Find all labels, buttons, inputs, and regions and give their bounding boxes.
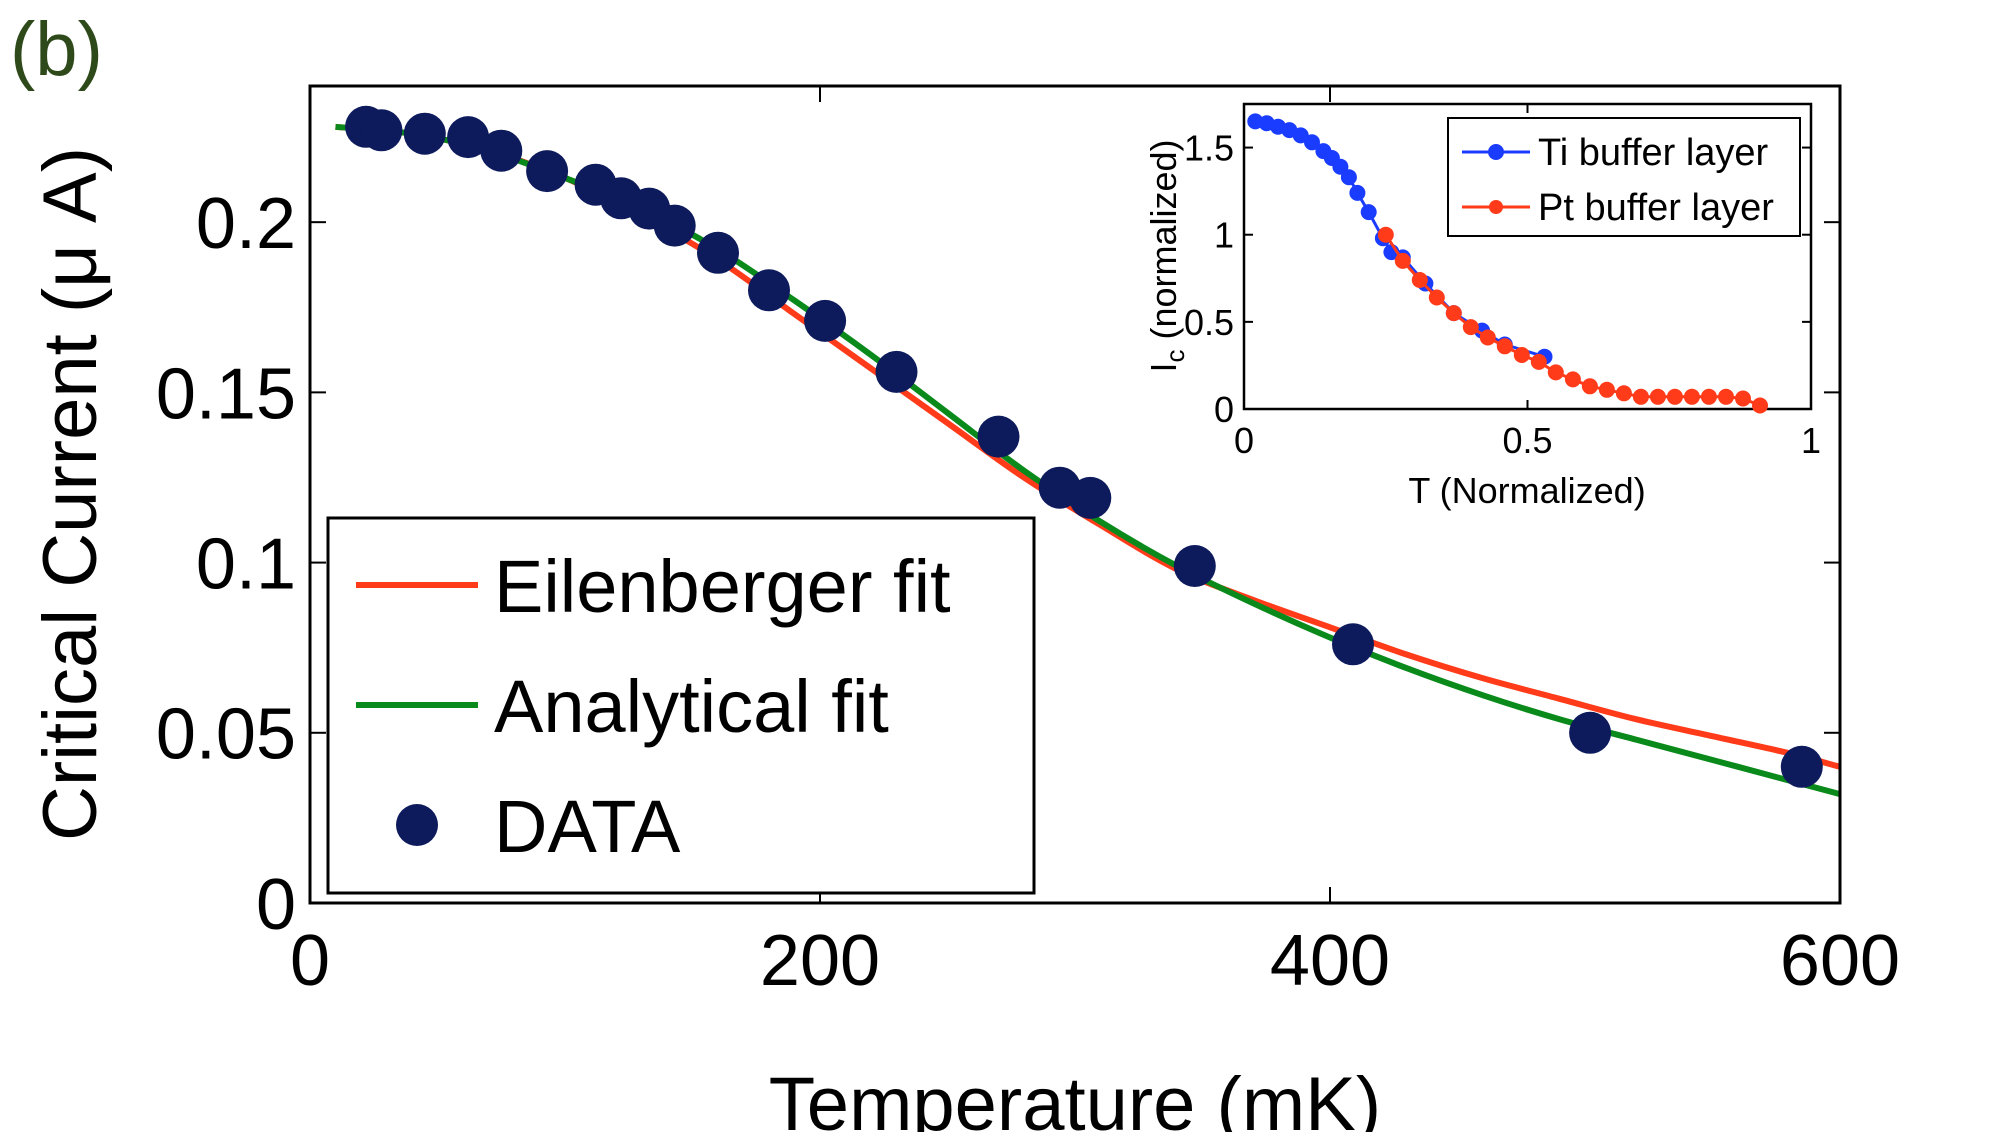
inset-series-0-point [1304,134,1320,151]
inset-series-0-point [1360,204,1377,221]
inset-y-tick-label: 1 [1214,215,1234,256]
main-series-2-point [403,112,446,155]
inset-series-0-point [1349,184,1366,201]
inset-series-layer [1247,113,1768,414]
inset-series-1-point [1411,272,1428,288]
inset-chart: 0 0.5 1 0 0.5 1 1.5 T (Normalized) Ic (normali… [1143,102,1821,511]
legend-marker-data [396,804,438,846]
main-series-layer [335,105,1841,797]
inset-x-tick-label: 1 [1801,420,1821,461]
main-series-2-point [1780,745,1823,788]
legend-label-eilenberger: Eilenberger fit [494,545,951,628]
inset-series-1-point [1462,319,1479,336]
inset-y-tick-label: 0.5 [1184,302,1234,343]
inset-legend-box [1447,117,1801,237]
inset-series-1-point [1718,388,1734,405]
inset-series-1-point [1700,388,1717,405]
inset-series-1-point [1735,390,1751,407]
main-series-2-point [875,350,918,393]
inset-series-0-point [1340,169,1357,186]
main-series-2-point [1069,476,1112,519]
inset-series-1-point [1377,226,1394,243]
inset-series-1-point [1445,305,1462,322]
inset-series-1-point [1683,388,1700,405]
main-x-tick-label: 0 [290,921,330,1001]
main-series-2-point [480,129,523,172]
main-series-2-point [526,150,569,193]
inset-y-axis-label-main: I [1143,363,1184,373]
main-y-tick-label: 0.2 [196,184,296,264]
inset-y-tick-label: 1.5 [1184,128,1234,169]
main-x-tick-label: 600 [1780,921,1900,1001]
main-y-tick-label: 0 [256,865,296,945]
main-x-axis-label: Temperature (mK) [769,1062,1381,1132]
inset-series-1-point [1581,378,1598,395]
inset-series-1-point [1530,353,1547,370]
inset-y-axis-label-rest: (normalized) [1143,139,1184,349]
main-series-2-point [360,109,403,152]
main-series-2-point [653,204,696,247]
inset-series-1-point [1547,364,1564,381]
inset-legend: Ti buffer layer Pt buffer layer [1447,117,1801,237]
inset-tick-layer: 0 0.5 1 0 0.5 1 1.5 [1184,104,1821,461]
legend-label-data: DATA [494,785,681,868]
inset-series-1-point [1598,381,1615,398]
inset-y-axis-label: Ic (normalized) [1143,139,1190,372]
main-series-2-point [697,231,739,274]
main-y-tick-label: 0.1 [196,525,296,605]
main-x-tick-label: 400 [1270,921,1390,1001]
inset-series-1-point [1513,347,1530,363]
inset-series-1-point [1394,252,1411,269]
main-y-tick-label: 0.15 [156,354,296,434]
main-y-tick-label: 0.05 [156,695,296,775]
main-series-2-point [1569,711,1612,754]
main-series-2-point [748,269,790,312]
main-series-2-point [1173,545,1216,587]
inset-x-axis-label: T (Normalized) [1408,470,1645,511]
inset-series-1-point [1615,385,1632,402]
inset-series-1-point [1649,388,1666,405]
inset-series-1-point [1564,371,1581,388]
main-series-2-point [977,415,1020,458]
main-legend: Eilenberger fit Analytical fit DATA [326,516,1036,895]
main-tick-layer: 0 200 400 600 0 0.05 0.1 0.15 0.2 [156,86,1900,1001]
main-plot-frame [308,84,1842,905]
main-y-axis-label: Critical Current (μ A) [28,147,113,841]
inset-legend-marker-ti [1488,144,1504,160]
inset-series-1-point [1752,397,1768,414]
inset-y-tick-label: 0 [1214,389,1234,430]
inset-legend-label-pt: Pt buffer layer [1538,187,1774,229]
inset-x-tick-label: 0 [1234,420,1254,461]
inset-series-1-point [1666,388,1683,405]
main-series-2-point [1332,623,1374,666]
inset-legend-marker-pt [1489,200,1503,214]
inset-y-axis-label-subscript: c [1160,350,1190,363]
main-x-tick-label: 200 [760,921,880,1001]
main-chart: 0 200 400 600 0 0.05 0.1 0.15 0.2 Temperature (m… [28,84,1900,1132]
panel-label: (b) [10,7,103,92]
main-series-2-point [804,299,847,342]
inset-series-1-point [1428,289,1445,306]
inset-legend-label-ti: Ti buffer layer [1538,132,1769,174]
inset-series-1-point [1479,329,1496,346]
main-series-2-point [447,116,490,159]
inset-series-1-point [1496,338,1513,355]
inset-series-1-point [1632,388,1649,405]
legend-label-analytical: Analytical fit [494,665,889,748]
inset-x-tick-label: 0.5 [1502,420,1552,461]
